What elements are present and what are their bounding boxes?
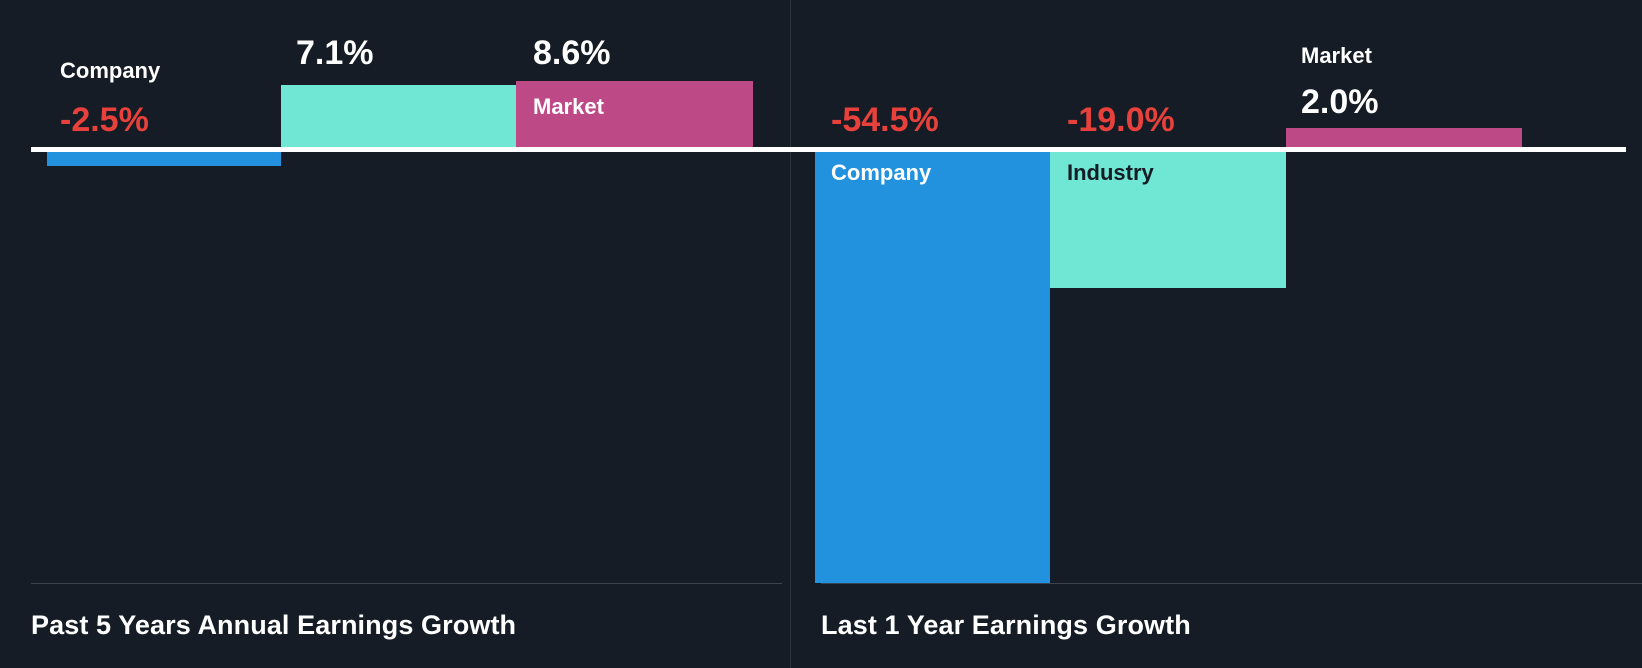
panel-last-1-year: Company -54.5% Industry -19.0% Market 2.… (790, 0, 1642, 668)
plot-area-last-1-year: Company -54.5% Industry -19.0% Market 2.… (790, 0, 1642, 583)
bar-label-company: Company (831, 160, 932, 185)
footer-rule (821, 583, 1642, 584)
panel-divider (790, 0, 791, 668)
bar-market[interactable] (1286, 128, 1522, 150)
panel-title-past-5-years: Past 5 Years Annual Earnings Growth (31, 610, 517, 640)
bar-value-company: -54.5% (831, 101, 939, 139)
bar-label-market: Market (1301, 43, 1372, 68)
footer-rule (31, 583, 782, 584)
bar-industry[interactable] (281, 85, 516, 150)
bar-industry[interactable] (1050, 150, 1286, 288)
bar-label-industry: Industry (1067, 160, 1154, 185)
zero-line (31, 147, 806, 152)
bar-value-market: 8.6% (533, 34, 611, 72)
bar-label-company: Company (60, 58, 161, 83)
bar-market[interactable] (516, 81, 753, 150)
zero-line (806, 147, 1626, 152)
panel-past-5-years: Company -2.5% 7.1% Market 8.6% Past 5 Ye… (0, 0, 806, 668)
bar-label-market: Market (533, 94, 604, 119)
plot-area-past-5-years: Company -2.5% 7.1% Market 8.6% (0, 0, 806, 583)
bar-company[interactable] (47, 150, 281, 166)
bar-company[interactable] (815, 150, 1050, 583)
panel-title-last-1-year: Last 1 Year Earnings Growth (821, 610, 1191, 640)
bar-value-industry: -19.0% (1067, 101, 1175, 139)
bar-value-industry: 7.1% (296, 34, 374, 72)
bar-value-company: -2.5% (60, 101, 149, 139)
bar-value-market: 2.0% (1301, 83, 1379, 121)
